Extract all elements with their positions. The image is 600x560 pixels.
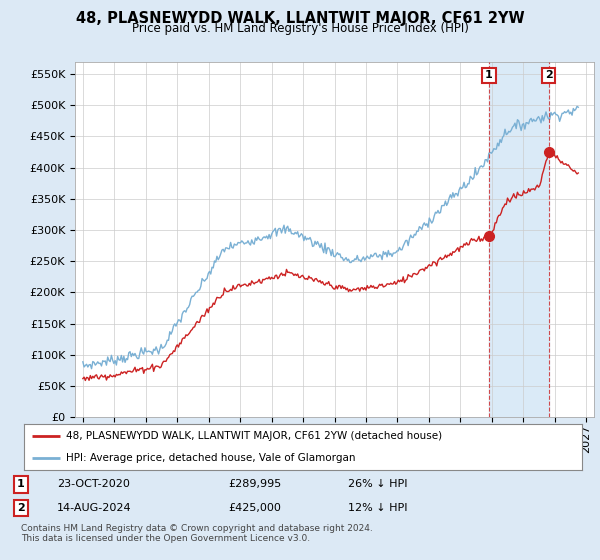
Text: 2: 2 (17, 503, 25, 513)
Text: 12% ↓ HPI: 12% ↓ HPI (348, 503, 407, 513)
Text: 48, PLASNEWYDD WALK, LLANTWIT MAJOR, CF61 2YW: 48, PLASNEWYDD WALK, LLANTWIT MAJOR, CF6… (76, 11, 524, 26)
Text: 14-AUG-2024: 14-AUG-2024 (57, 503, 131, 513)
Text: HPI: Average price, detached house, Vale of Glamorgan: HPI: Average price, detached house, Vale… (66, 452, 355, 463)
Text: £289,995: £289,995 (228, 479, 281, 489)
Text: 26% ↓ HPI: 26% ↓ HPI (348, 479, 407, 489)
Text: 23-OCT-2020: 23-OCT-2020 (57, 479, 130, 489)
Text: 48, PLASNEWYDD WALK, LLANTWIT MAJOR, CF61 2YW (detached house): 48, PLASNEWYDD WALK, LLANTWIT MAJOR, CF6… (66, 431, 442, 441)
Text: Price paid vs. HM Land Registry's House Price Index (HPI): Price paid vs. HM Land Registry's House … (131, 22, 469, 35)
Text: £425,000: £425,000 (228, 503, 281, 513)
Text: 2: 2 (545, 71, 553, 81)
Bar (489, 62, 549, 417)
Text: 1: 1 (17, 479, 25, 489)
Text: 1: 1 (485, 71, 493, 81)
Text: Contains HM Land Registry data © Crown copyright and database right 2024.
This d: Contains HM Land Registry data © Crown c… (21, 524, 373, 543)
